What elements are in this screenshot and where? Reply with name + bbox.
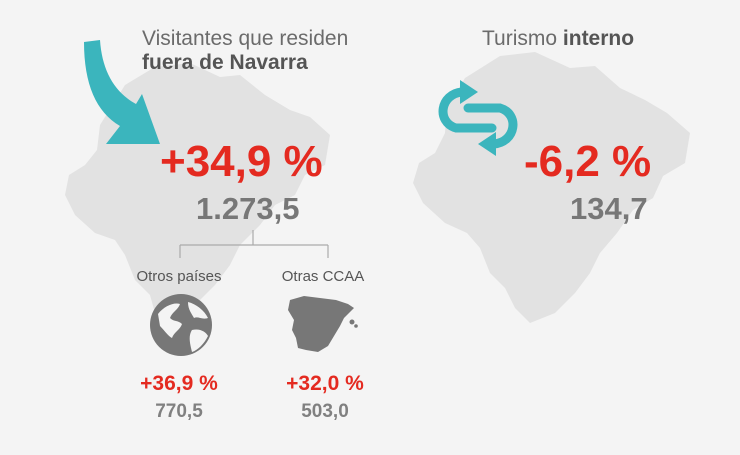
left-title: Visitantes que residen fuera de Navarra <box>142 27 348 75</box>
right-title: Turismo interno <box>482 27 634 51</box>
left-title-line2: fuera de Navarra <box>142 51 308 74</box>
breakdown-percent-foreign: +36,9 % <box>140 372 218 395</box>
breakdown-connector <box>179 230 329 258</box>
breakdown-label-ccaa: Otras CCAA <box>281 268 365 285</box>
breakdown-value-foreign: 770,5 <box>155 401 203 422</box>
left-value: 1.273,5 <box>196 191 300 226</box>
right-value: 134,7 <box>570 191 648 226</box>
right-title-bold: interno <box>562 27 635 50</box>
breakdown-label-foreign: Otros países <box>136 268 222 285</box>
curved-arrow-down-icon <box>84 40 160 144</box>
right-title-normal: Turismo <box>482 27 563 50</box>
breakdown-value-ccaa: 503,0 <box>301 401 349 422</box>
left-title-line1: Visitantes que residen <box>142 27 349 50</box>
circular-arrows-icon <box>438 80 518 156</box>
globe-icon <box>150 294 212 356</box>
breakdown-percent-ccaa: +32,0 % <box>286 372 364 395</box>
right-percent: -6,2 % <box>524 137 652 186</box>
navarra-map-right <box>413 52 690 323</box>
left-percent: +34,9 % <box>160 137 323 186</box>
spain-map-icon <box>288 296 358 352</box>
